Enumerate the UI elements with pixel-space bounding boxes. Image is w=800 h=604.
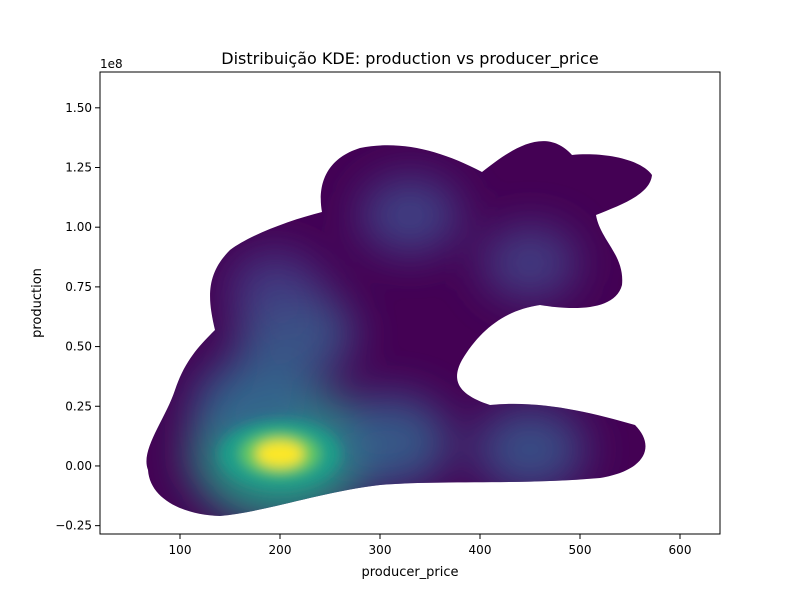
y-axis-label: production bbox=[30, 268, 45, 338]
x-tick-label: 600 bbox=[669, 543, 692, 557]
y-tick-label: 0.75 bbox=[65, 280, 92, 294]
y-tick-label: 1.00 bbox=[65, 220, 92, 234]
x-tick-label: 500 bbox=[569, 543, 592, 557]
x-tick-label: 200 bbox=[269, 543, 292, 557]
y-axis-ticks: −0.25 0.00 0.25 0.50 0.75 1.00 1.25 1.50 bbox=[55, 101, 100, 533]
x-axis-label: producer_price bbox=[361, 565, 458, 580]
y-tick-label: 0.00 bbox=[65, 459, 92, 473]
x-axis-ticks: 100 200 300 400 500 600 bbox=[169, 534, 692, 557]
x-tick-label: 100 bbox=[169, 543, 192, 557]
kde-density-peak bbox=[481, 225, 579, 301]
kde-density-peak bbox=[359, 176, 461, 255]
x-tick-label: 300 bbox=[369, 543, 392, 557]
y-tick-label: 0.50 bbox=[65, 340, 92, 354]
kde-density-peak bbox=[329, 395, 451, 489]
y-axis-offset-label: 1e8 bbox=[100, 57, 123, 71]
x-tick-label: 400 bbox=[469, 543, 492, 557]
y-tick-label: 1.50 bbox=[65, 101, 92, 115]
chart-title: Distribuição KDE: production vs producer… bbox=[221, 49, 598, 69]
kde-density-peak bbox=[228, 250, 322, 323]
y-tick-label: 0.25 bbox=[65, 399, 92, 413]
y-tick-label: −0.25 bbox=[55, 519, 92, 533]
kde-density-peak bbox=[474, 406, 586, 493]
y-tick-label: 1.25 bbox=[65, 161, 92, 175]
kde-density-peak-core bbox=[256, 441, 304, 468]
